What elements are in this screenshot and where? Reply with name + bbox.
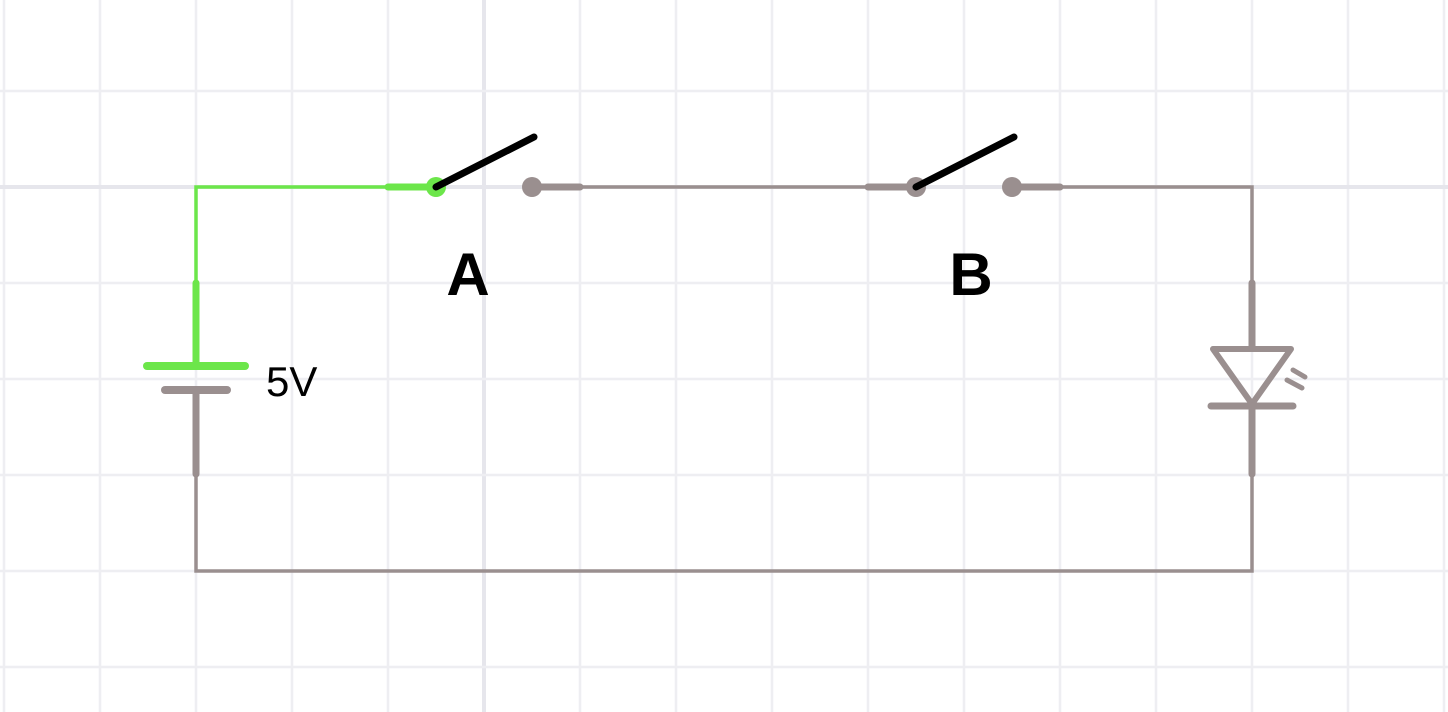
switch-a[interactable]: A	[384, 133, 584, 308]
wire-led-to-battery[interactable]	[194, 472, 1254, 573]
battery-voltage-label: 5V	[266, 358, 317, 405]
switch-a-contact-terminal[interactable]	[522, 177, 542, 197]
wire-battery-to-switch-a[interactable]	[194, 185, 438, 285]
wire-network-live	[194, 185, 438, 285]
led-triangle	[1210, 346, 1294, 407]
switch-a-lever[interactable]	[432, 133, 538, 191]
led-emission-ray-2	[1284, 377, 1305, 391]
led-emission-ray-1	[1290, 367, 1308, 380]
wire-network-idle	[194, 185, 1254, 573]
switch-b-contact-terminal[interactable]	[1002, 177, 1022, 197]
led[interactable]	[1207, 279, 1308, 478]
switch-a-label: A	[446, 241, 489, 308]
switch-b-lever[interactable]	[912, 133, 1018, 191]
battery[interactable]: 5V	[143, 279, 317, 478]
switch-b[interactable]: B	[864, 133, 1064, 308]
wire-switch-b-to-led[interactable]	[1010, 185, 1254, 285]
switch-b-label: B	[949, 241, 992, 308]
